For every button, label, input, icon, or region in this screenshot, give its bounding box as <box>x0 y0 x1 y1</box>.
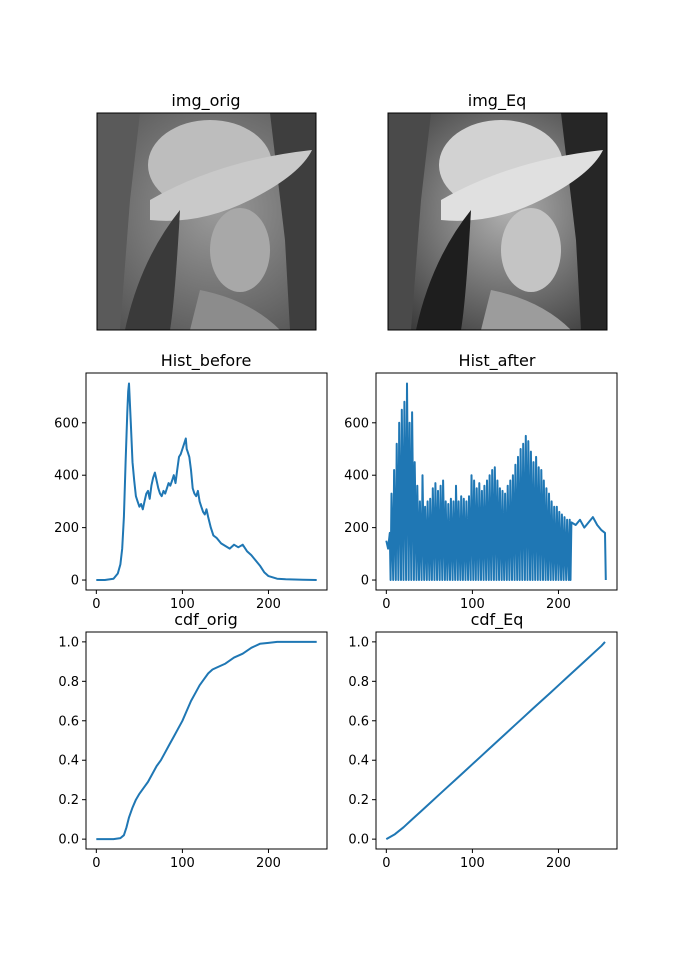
y-tick-label: 600 <box>54 416 79 431</box>
cdf-eq-axes-frame <box>375 631 618 850</box>
img-orig-title: img_orig <box>171 91 240 111</box>
cdf-orig-axes-frame <box>85 631 328 850</box>
cdf-eq-panel: cdf_Eq 0 100 200 0.0 0.2 0.4 0.6 0.8 1.0 <box>348 610 618 871</box>
y-tick-label: 0.4 <box>348 754 369 769</box>
img-orig-image <box>96 112 317 331</box>
y-tick-label: 400 <box>344 469 369 484</box>
y-tick-label: 0.8 <box>58 675 79 690</box>
hist-before-panel: Hist_before 0 100 200 0 200 400 600 <box>54 351 328 612</box>
x-tick-label: 100 <box>460 856 485 871</box>
y-tick-label: 400 <box>54 469 79 484</box>
y-tick-label: 1.0 <box>348 635 369 650</box>
x-tick-label: 0 <box>92 597 100 612</box>
cdf-eq-series-line <box>385 641 606 840</box>
y-tick-label: 600 <box>344 416 369 431</box>
img-eq-image <box>387 112 608 331</box>
hist-after-panel: Hist_after 0 100 200 0 200 400 600 <box>344 351 618 612</box>
x-tick-label: 200 <box>256 856 281 871</box>
img-eq-title: img_Eq <box>468 91 526 111</box>
cdf-orig-panel: cdf_orig 0 100 200 0.0 0.2 0.4 0.6 0.8 1.0 <box>58 610 328 871</box>
x-tick-label: 200 <box>256 597 281 612</box>
y-tick-label: 0.6 <box>348 714 369 729</box>
x-tick-label: 100 <box>170 597 195 612</box>
x-tick-label: 0 <box>382 856 390 871</box>
img-eq-panel: img_Eq <box>387 91 608 331</box>
hist-after-title: Hist_after <box>459 351 536 371</box>
y-tick-label: 0.4 <box>58 754 79 769</box>
cdf-eq-title: cdf_Eq <box>471 610 524 630</box>
x-tick-label: 0 <box>92 856 100 871</box>
y-tick-label: 0.2 <box>58 793 79 808</box>
hist-before-axes-frame <box>85 372 328 591</box>
y-tick-label: 0.0 <box>58 833 79 848</box>
cdf-orig-series-line <box>96 640 317 841</box>
hist-after-axes-frame <box>375 372 618 591</box>
x-tick-label: 100 <box>170 856 195 871</box>
hist-after-series-line <box>385 382 607 581</box>
y-tick-label: 0.2 <box>348 793 369 808</box>
hist-before-title: Hist_before <box>161 351 252 371</box>
x-tick-label: 200 <box>546 856 571 871</box>
cdf-orig-title: cdf_orig <box>174 610 238 630</box>
x-tick-label: 200 <box>546 597 571 612</box>
hist-before-series-line <box>96 382 317 581</box>
y-tick-label: 200 <box>54 521 79 536</box>
y-tick-label: 200 <box>344 521 369 536</box>
x-tick-label: 100 <box>460 597 485 612</box>
img-orig-panel: img_orig <box>96 91 317 331</box>
y-tick-label: 0.6 <box>58 714 79 729</box>
x-tick-label: 0 <box>382 597 390 612</box>
y-tick-label: 0 <box>361 574 369 589</box>
y-tick-label: 0 <box>71 574 79 589</box>
y-tick-label: 1.0 <box>58 635 79 650</box>
y-tick-label: 0.8 <box>348 675 369 690</box>
y-tick-label: 0.0 <box>348 833 369 848</box>
